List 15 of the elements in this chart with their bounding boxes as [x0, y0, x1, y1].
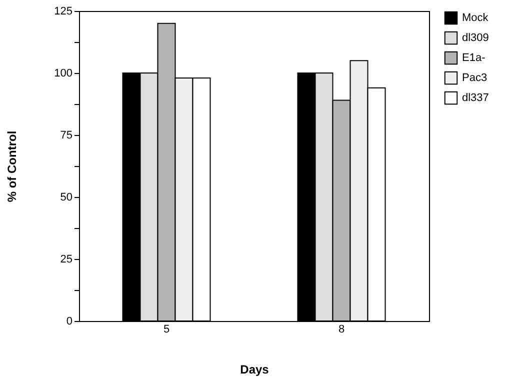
y-axis-title: % of Control [5, 130, 20, 202]
legend-label: Pac3 [462, 72, 488, 84]
y-tick-label: 0 [66, 316, 72, 328]
y-tick-label: 75 [60, 130, 72, 142]
x-axis-title: Days [240, 362, 270, 376]
x-tick-label: 5 [163, 324, 170, 336]
x-tick-label: 8 [338, 324, 345, 336]
y-tick-label: 25 [60, 254, 72, 266]
legend-label: dl309 [462, 32, 489, 44]
legend-label: E1a- [462, 52, 486, 64]
y-tick-label: 125 [54, 6, 72, 18]
legend-label: dl337 [462, 92, 489, 104]
y-tick-label: 50 [60, 192, 72, 204]
y-tick-label: 100 [54, 68, 72, 80]
legend-label: Mock [462, 12, 489, 24]
